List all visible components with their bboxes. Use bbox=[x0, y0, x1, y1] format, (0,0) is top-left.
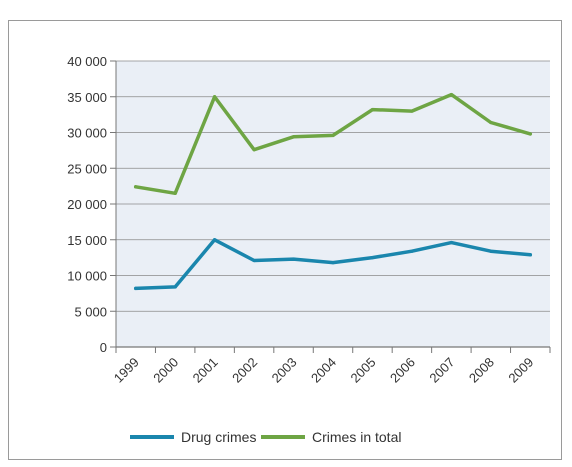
x-tick-label: 2009 bbox=[505, 355, 536, 386]
legend-label: Crimes in total bbox=[312, 429, 401, 445]
data-point bbox=[213, 95, 217, 99]
data-point bbox=[291, 257, 296, 261]
data-point bbox=[489, 249, 493, 253]
x-tick-label: 1999 bbox=[111, 355, 142, 386]
data-point bbox=[134, 286, 138, 290]
data-point bbox=[291, 135, 296, 139]
legend: Drug crimes Crimes in total bbox=[130, 429, 401, 445]
y-tick-label: 30 000 bbox=[67, 126, 107, 141]
data-point bbox=[370, 256, 375, 260]
data-point bbox=[410, 249, 414, 253]
data-point bbox=[410, 109, 414, 113]
legend-label: Drug crimes bbox=[181, 429, 256, 445]
data-point bbox=[331, 133, 335, 137]
y-tick-label: 25 000 bbox=[67, 161, 107, 176]
y-tick-label: 35 000 bbox=[67, 90, 107, 105]
x-tick-label: 2002 bbox=[229, 355, 260, 386]
y-tick-label: 0 bbox=[100, 340, 107, 355]
x-tick-label: 2008 bbox=[466, 355, 497, 386]
y-tick-label: 5 000 bbox=[74, 304, 107, 319]
x-tick-label: 2005 bbox=[348, 355, 379, 386]
gridlines bbox=[116, 60, 550, 348]
data-point bbox=[449, 93, 453, 97]
y-tick-label: 15 000 bbox=[67, 233, 107, 248]
data-point bbox=[528, 253, 532, 257]
data-point bbox=[489, 120, 493, 125]
y-tick-label: 10 000 bbox=[67, 269, 107, 284]
data-point bbox=[528, 132, 532, 136]
y-axis: 0 5 000 10 000 15 000 20 000 25 000 30 000 35 0… bbox=[67, 54, 117, 355]
x-tick-label: 2003 bbox=[269, 355, 300, 386]
x-tick-label: 2006 bbox=[387, 355, 418, 386]
data-point bbox=[213, 238, 217, 242]
data-point bbox=[134, 185, 138, 189]
data-point bbox=[252, 148, 256, 152]
data-point bbox=[370, 108, 375, 112]
x-axis: 1999 2000 2001 2002 2003 2004 2005 2006 2007 2008… bbox=[111, 347, 551, 386]
x-tick-label: 2000 bbox=[150, 355, 181, 386]
data-point bbox=[252, 258, 256, 263]
data-point bbox=[331, 261, 335, 265]
data-point bbox=[173, 191, 177, 195]
y-tick-label: 20 000 bbox=[67, 197, 107, 212]
series-group bbox=[133, 92, 533, 291]
x-tick-label: 2001 bbox=[190, 355, 221, 386]
data-point bbox=[173, 285, 177, 289]
data-point bbox=[449, 241, 453, 245]
y-tick-label: 40 000 bbox=[67, 54, 107, 69]
x-tick-label: 2007 bbox=[426, 355, 457, 386]
x-tick-label: 2004 bbox=[308, 355, 339, 386]
